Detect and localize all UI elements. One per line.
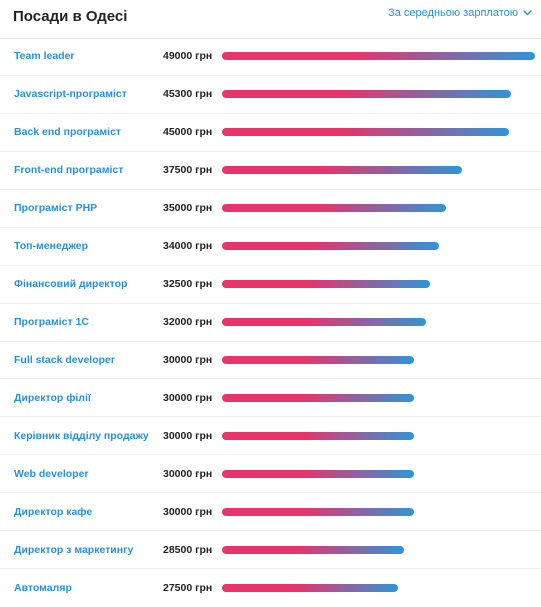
salary-bar — [222, 545, 404, 554]
position-name-link[interactable]: Програміст 1С — [14, 316, 90, 329]
position-name-link[interactable]: Full stack developer — [14, 353, 115, 366]
bar-row: Програміст 1С 32000 грн — [0, 304, 541, 342]
bar-track — [222, 90, 535, 99]
bar-row: Back end програміст 45000 грн — [0, 114, 541, 152]
bar-track — [222, 507, 535, 516]
bar-track — [222, 52, 535, 61]
bar-row: Фінансовий директор 32500 грн — [0, 266, 541, 304]
bar-track — [222, 128, 535, 137]
bar-track — [222, 318, 535, 327]
bar-row: Web developer 30000 грн — [0, 455, 541, 494]
bar-row: Директор філії 30000 грн — [0, 379, 541, 418]
bar-row: Топ-менеджер 34000 грн — [0, 228, 541, 266]
bar-track — [222, 431, 535, 440]
bar-row: Javascript-програміст 45300 грн — [0, 76, 541, 114]
salary-value-label: 49000 грн — [163, 50, 213, 63]
salary-value-label: 28500 грн — [163, 543, 213, 556]
salary-bar — [222, 52, 535, 61]
bar-track — [222, 584, 535, 593]
salary-bar — [222, 128, 509, 137]
bar-row: Front-end програміст 37500 грн — [0, 152, 541, 190]
bar-row: Керівник відділу продажу 30000 грн — [0, 417, 541, 456]
bar-row: Директор з маркетингу 28500 грн — [0, 531, 541, 570]
salary-bar-list: Team leader 49000 грн Javascript-програміс… — [0, 38, 541, 607]
salary-value-label: 32500 грн — [163, 278, 213, 291]
salary-value-label: 27500 грн — [163, 582, 213, 595]
bar-row: Team leader 49000 грн — [0, 38, 541, 76]
position-name-link[interactable]: Web developer — [14, 467, 89, 480]
bar-track — [222, 469, 535, 478]
bar-row: Програміст PHP 35000 грн — [0, 190, 541, 228]
position-name-link[interactable]: Team leader — [14, 50, 75, 63]
position-name-link[interactable]: Програміст PHP — [14, 202, 98, 215]
position-name-link[interactable]: Директор кафе — [14, 505, 93, 518]
bar-track — [222, 204, 535, 213]
salary-value-label: 35000 грн — [163, 202, 213, 215]
bar-track — [222, 545, 535, 554]
chart-title: Посади в Одесі — [13, 8, 128, 25]
salary-bar — [222, 204, 446, 213]
salary-value-label: 30000 грн — [163, 505, 213, 518]
position-name-link[interactable]: Front-end програміст — [14, 164, 124, 177]
position-name-link[interactable]: Директор з маркетингу — [14, 543, 134, 556]
salary-bar — [222, 318, 426, 327]
position-name-link[interactable]: Керівник відділу продажу — [14, 429, 149, 442]
chart-header: Посади в Одесі За середньою зарплатою — [0, 0, 541, 39]
position-name-link[interactable]: Директор філії — [14, 391, 91, 404]
position-name-link[interactable]: Фінансовий директор — [14, 278, 128, 291]
bar-track — [222, 280, 535, 289]
position-name-link[interactable]: Javascript-програміст — [14, 88, 127, 101]
bar-row: Директор кафе 30000 грн — [0, 493, 541, 532]
salary-value-label: 32000 грн — [163, 316, 213, 329]
position-name-link[interactable]: Автомаляр — [14, 582, 72, 595]
salary-bar — [222, 90, 511, 99]
bar-track — [222, 242, 535, 251]
salary-value-label: 45300 грн — [163, 88, 213, 101]
salary-bar — [222, 166, 462, 175]
chevron-down-icon — [523, 7, 532, 19]
position-name-link[interactable]: Топ-менеджер — [14, 240, 89, 253]
salary-value-label: 30000 грн — [163, 391, 213, 404]
bar-row: Автомаляр 27500 грн — [0, 569, 541, 607]
salary-value-label: 30000 грн — [163, 429, 213, 442]
salary-value-label: 30000 грн — [163, 467, 213, 480]
salary-bar — [222, 280, 430, 289]
salary-bar — [222, 469, 414, 478]
salary-bar — [222, 355, 414, 364]
salary-bar — [222, 507, 414, 516]
position-name-link[interactable]: Back end програміст — [14, 126, 122, 139]
bar-track — [222, 166, 535, 175]
salary-value-label: 34000 грн — [163, 240, 213, 253]
salary-bar — [222, 393, 414, 402]
sort-label: За середньою зарплатою — [388, 7, 518, 19]
sort-by-average-salary-link[interactable]: За середньою зарплатою — [388, 7, 532, 19]
salary-value-label: 37500 грн — [163, 164, 213, 177]
salary-value-label: 45000 грн — [163, 126, 213, 139]
bar-track — [222, 393, 535, 402]
salary-bar — [222, 584, 398, 593]
bar-row: Full stack developer 30000 грн — [0, 342, 541, 380]
salary-value-label: 30000 грн — [163, 353, 213, 366]
salary-bar — [222, 242, 439, 251]
bar-track — [222, 355, 535, 364]
salary-bar — [222, 431, 414, 440]
